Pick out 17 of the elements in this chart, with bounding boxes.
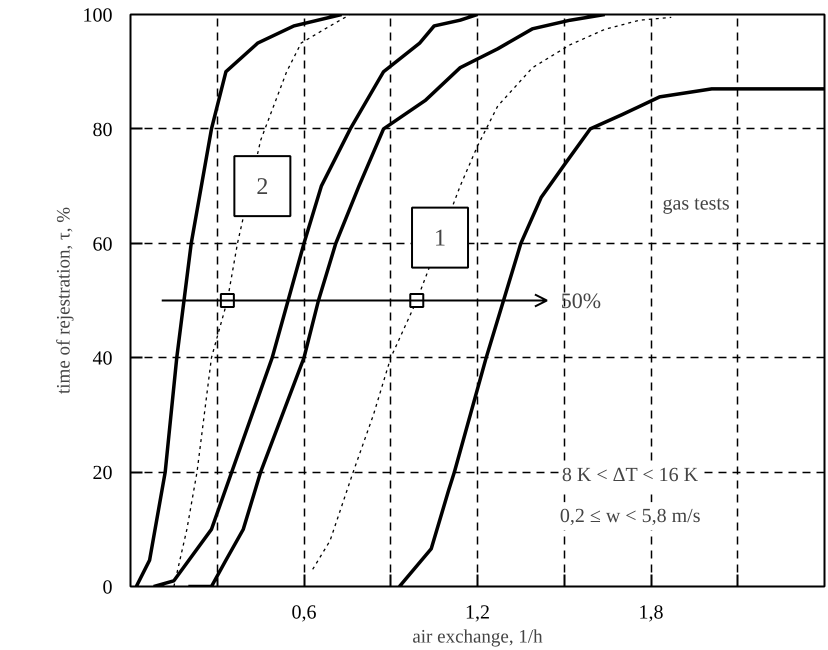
y-tick-label: 60 <box>92 233 112 256</box>
x-tick-label: 1,8 <box>638 602 664 624</box>
annotation: 1 <box>434 226 446 252</box>
annotation: gas tests <box>662 192 730 214</box>
annotation: 2 <box>256 174 268 200</box>
annotation: 8 K < ΔT < 16 K <box>562 464 699 486</box>
y-tick-label: 40 <box>92 348 112 370</box>
y-tick-label: 100 <box>82 4 112 26</box>
x-axis-title: air exchange, 1/h <box>412 626 544 648</box>
y-tick-label: 0 <box>102 576 112 598</box>
ref-line-label: 50% <box>560 288 602 313</box>
x-tick-label: 1,2 <box>465 602 490 624</box>
y-tick-label: 80 <box>92 118 112 141</box>
annotation: 0,2 ≤ w < 5,8 m/s <box>560 505 701 528</box>
x-tick-label: 0,6 <box>292 602 316 624</box>
y-axis-title: time of rejestration, τ, % <box>54 206 74 394</box>
y-tick-label: 20 <box>92 462 112 484</box>
